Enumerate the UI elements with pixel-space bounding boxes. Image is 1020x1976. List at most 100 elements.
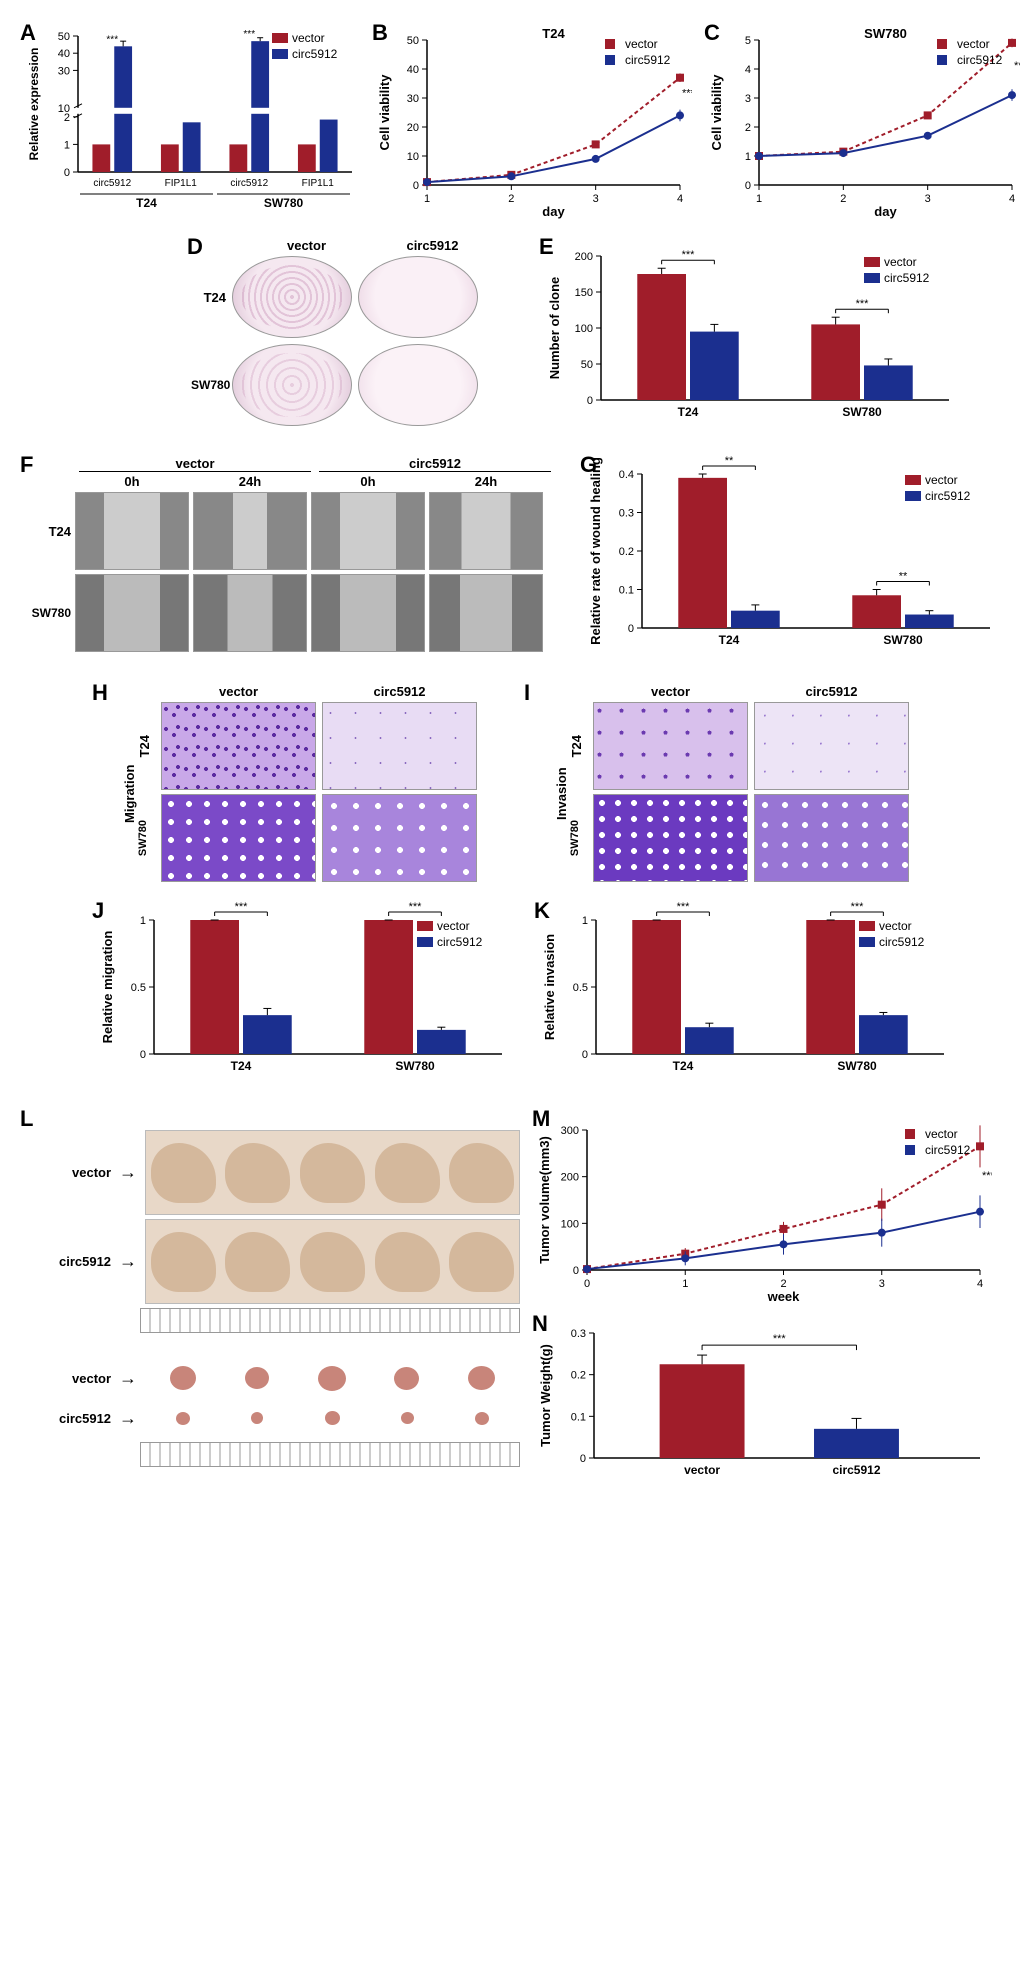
svg-text:1: 1 (424, 193, 430, 205)
l-label-circ2: circ5912 (40, 1411, 111, 1426)
svg-text:2: 2 (745, 122, 751, 134)
svg-text:***: *** (682, 88, 692, 100)
panel-c-chart: 0123451234Cell viabilitydaySW780***vecto… (704, 20, 1020, 220)
svg-text:***: *** (235, 902, 249, 913)
svg-text:vector: vector (625, 37, 658, 51)
l-label-circ1: circ5912 (40, 1254, 111, 1269)
panel-label-f: F (20, 452, 33, 478)
svg-text:4: 4 (677, 193, 683, 205)
f-img-6 (193, 574, 307, 652)
row-de: D vector circ5912 T24 SW780 E 0501001502… (20, 238, 1000, 438)
svg-text:T24: T24 (542, 26, 565, 41)
d-img-sw780-circ (358, 344, 478, 426)
svg-text:***: *** (773, 1333, 787, 1345)
panel-g-chart: 00.10.20.30.4Relative rate of wound heal… (580, 456, 1000, 666)
svg-text:Tumor Weight(g): Tumor Weight(g) (538, 1344, 553, 1447)
svg-text:1: 1 (64, 139, 70, 151)
panel-n-chart: 00.10.20.3Tumor Weight(g)vectorcirc5912*… (532, 1315, 992, 1490)
i-row-t24: T24 (569, 735, 587, 757)
svg-text:3: 3 (745, 93, 751, 105)
svg-text:T24: T24 (673, 1059, 694, 1073)
h-col-vector: vector (161, 684, 316, 699)
svg-text:FIP1L1: FIP1L1 (302, 178, 335, 189)
l-label-vector2: vector (40, 1371, 111, 1386)
svg-text:circ5912: circ5912 (879, 935, 925, 949)
i-img-1 (593, 702, 748, 790)
l-label-vector1: vector (40, 1165, 111, 1180)
svg-text:1: 1 (682, 1278, 688, 1290)
panel-label-n: N (532, 1311, 548, 1337)
svg-text:0.4: 0.4 (619, 469, 634, 481)
svg-text:vector: vector (684, 1463, 720, 1477)
svg-text:0.5: 0.5 (573, 982, 588, 994)
svg-text:***: *** (677, 902, 691, 913)
f-supercol-circ: circ5912 (319, 456, 551, 472)
svg-text:***: *** (982, 1170, 992, 1182)
svg-text:0.5: 0.5 (131, 982, 146, 994)
l-mice-vector (145, 1130, 520, 1215)
svg-text:**: ** (899, 571, 908, 583)
svg-text:Cell viability: Cell viability (709, 74, 724, 151)
panel-a: A 30405001210Relative expressioncirc5912… (20, 20, 360, 220)
d-row-t24: T24 (191, 290, 226, 305)
svg-text:50: 50 (58, 31, 70, 43)
svg-text:Number of clone: Number of clone (547, 277, 562, 380)
row-hi: H Migration vector circ5912 T24 SW780 (20, 684, 1000, 884)
f-col-1: 24h (193, 474, 307, 489)
svg-text:40: 40 (58, 48, 70, 60)
svg-text:circ5912: circ5912 (884, 271, 930, 285)
svg-text:circ5912: circ5912 (925, 1143, 971, 1157)
i-col-circ: circ5912 (754, 684, 909, 699)
svg-text:0.1: 0.1 (571, 1411, 586, 1423)
panel-a-chart: 30405001210Relative expressioncirc5912**… (20, 20, 360, 220)
svg-text:1: 1 (756, 193, 762, 205)
f-col-2: 0h (311, 474, 425, 489)
panel-label-k: K (534, 898, 550, 924)
svg-text:30: 30 (58, 65, 70, 77)
panel-label-c: C (704, 20, 720, 46)
panel-c: C 0123451234Cell viabilitydaySW780***vec… (704, 20, 1020, 220)
svg-text:0: 0 (628, 623, 634, 635)
svg-text:Tumor volume(mm3): Tumor volume(mm3) (537, 1136, 552, 1264)
d-col-vector: vector (247, 238, 367, 253)
svg-text:4: 4 (977, 1278, 983, 1290)
svg-text:4: 4 (1009, 193, 1015, 205)
svg-text:SW780: SW780 (837, 1059, 877, 1073)
panel-g: G 00.10.20.30.4Relative rate of wound he… (580, 456, 1000, 666)
svg-text:SW780: SW780 (264, 196, 304, 210)
panel-label-j: J (92, 898, 104, 924)
f-img-3 (311, 492, 425, 570)
svg-text:10: 10 (58, 103, 70, 115)
panel-k: K 00.51Relative invasionT24***SW780***ve… (534, 902, 954, 1092)
svg-text:circ5912: circ5912 (925, 489, 971, 503)
svg-text:SW780: SW780 (864, 26, 907, 41)
svg-text:FIP1L1: FIP1L1 (165, 178, 198, 189)
svg-text:0: 0 (580, 1453, 586, 1465)
f-col-3: 24h (429, 474, 543, 489)
svg-text:0.2: 0.2 (619, 546, 634, 558)
svg-text:circ5912: circ5912 (230, 178, 268, 189)
panel-l: L vector → circ5912 → (20, 1110, 520, 1467)
svg-text:***: *** (243, 29, 255, 40)
svg-text:20: 20 (407, 122, 419, 134)
svg-text:1: 1 (582, 915, 588, 927)
svg-text:50: 50 (407, 35, 419, 47)
l-ruler-2 (140, 1442, 520, 1467)
i-title: Invasion (554, 704, 569, 884)
panel-j-chart: 00.51Relative migrationT24***SW780***vec… (92, 902, 512, 1092)
svg-text:3: 3 (593, 193, 599, 205)
svg-text:0: 0 (745, 180, 751, 192)
f-img-5 (75, 574, 189, 652)
d-img-t24-vector (232, 256, 352, 338)
panel-e: E 050100150200Number of cloneT24***SW780… (539, 238, 959, 438)
h-row-sw780: SW780 (137, 820, 155, 856)
svg-text:200: 200 (561, 1172, 579, 1184)
f-img-4 (429, 492, 543, 570)
svg-text:***: *** (409, 902, 423, 913)
svg-text:Cell viability: Cell viability (377, 74, 392, 151)
svg-text:2: 2 (840, 193, 846, 205)
svg-text:SW780: SW780 (395, 1059, 435, 1073)
f-col-0: 0h (75, 474, 189, 489)
h-img-4 (322, 794, 477, 882)
panel-n: N 00.10.20.3Tumor Weight(g)vectorcirc591… (532, 1315, 992, 1490)
